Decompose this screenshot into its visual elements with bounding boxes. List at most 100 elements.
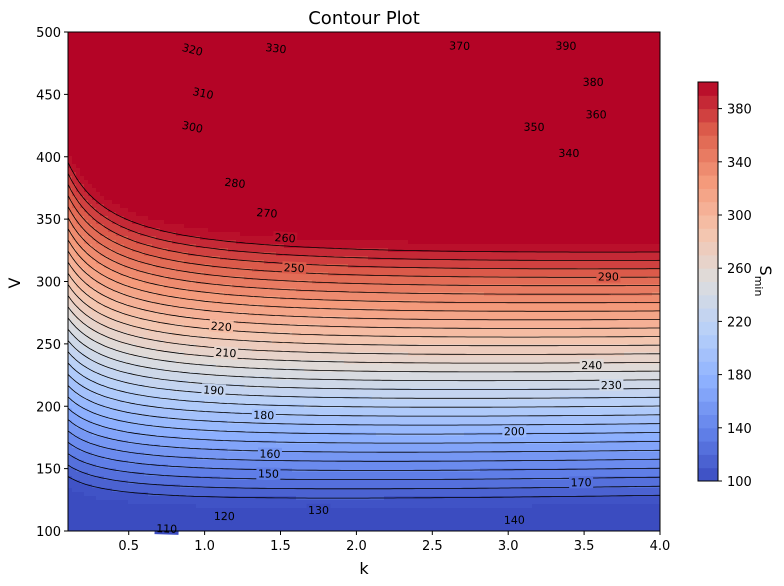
contour-cell: [440, 156, 445, 161]
contour-cell: [312, 96, 317, 101]
contour-cell: [456, 104, 461, 109]
contour-cell: [436, 128, 441, 133]
contour-cell: [232, 112, 237, 117]
contour-cell: [560, 136, 565, 141]
contour-cell: [300, 164, 305, 169]
contour-cell: [384, 56, 389, 61]
contour-cell: [208, 76, 213, 81]
contour-cell: [244, 32, 249, 37]
contour-cell: [448, 112, 453, 117]
contour-cell: [372, 84, 377, 89]
contour-cell: [452, 128, 457, 133]
contour-cell: [240, 100, 245, 105]
contour-cell: [480, 92, 485, 97]
contour-cell: [376, 132, 381, 137]
contour-cell: [564, 160, 569, 165]
contour-cell: [404, 156, 409, 161]
contour-cell: [76, 52, 81, 57]
contour-cell: [212, 128, 217, 133]
contour-cell: [120, 44, 125, 49]
contour-cell: [472, 76, 477, 81]
contour-cell: [268, 148, 273, 153]
contour-cell: [360, 104, 365, 109]
contour-cell: [176, 96, 181, 101]
contour-cell: [584, 60, 589, 65]
contour-cell: [392, 36, 397, 41]
contour-cell: [440, 80, 445, 85]
contour-cell: [256, 44, 261, 49]
contour-cell: [112, 100, 117, 105]
contour-cell: [304, 132, 309, 137]
contour-cell: [104, 104, 109, 109]
contour-cell: [564, 140, 569, 145]
contour-cell: [444, 156, 449, 161]
contour-cell: [500, 64, 505, 69]
contour-cell: [652, 84, 657, 89]
contour-cell: [288, 120, 293, 125]
contour-cell: [124, 164, 129, 169]
contour-cell: [616, 52, 621, 57]
contour-cell: [224, 48, 229, 53]
contour-cell: [568, 84, 573, 89]
contour-cell: [364, 132, 369, 137]
contour-cell: [128, 100, 133, 105]
contour-cell: [280, 144, 285, 149]
contour-cell: [396, 124, 401, 129]
contour-cell: [448, 144, 453, 149]
contour-cell: [76, 108, 81, 113]
contour-cell: [504, 92, 509, 97]
contour-cell: [280, 132, 285, 137]
contour-cell: [232, 128, 237, 133]
contour-cell: [588, 40, 593, 45]
contour-cell: [132, 132, 137, 137]
contour-cell: [372, 88, 377, 93]
contour-cell: [404, 32, 409, 37]
contour-cell: [404, 148, 409, 153]
contour-cell: [620, 132, 625, 137]
contour-cell: [612, 128, 617, 133]
contour-cell: [88, 56, 93, 61]
contour-cell: [524, 136, 529, 141]
contour-cell: [204, 60, 209, 65]
contour-cell: [488, 164, 493, 169]
contour-cell: [208, 60, 213, 65]
contour-cell: [96, 132, 101, 137]
contour-cell: [280, 104, 285, 109]
contour-cell: [388, 56, 393, 61]
contour-cell: [200, 76, 205, 81]
contour-cell: [308, 156, 313, 161]
contour-cell: [240, 124, 245, 129]
contour-cell: [328, 104, 333, 109]
contour-cell: [360, 40, 365, 45]
contour-cell: [176, 36, 181, 41]
contour-cell: [548, 116, 553, 121]
contour-cell: [548, 124, 553, 129]
contour-cell: [472, 160, 477, 165]
contour-cell: [624, 80, 629, 85]
contour-cell: [388, 120, 393, 125]
contour-cell: [216, 140, 221, 145]
contour-cell: [528, 152, 533, 157]
contour-cell: [460, 120, 465, 125]
contour-cell: [328, 36, 333, 41]
contour-cell: [456, 76, 461, 81]
contour-cell: [468, 72, 473, 77]
contour-cell: [632, 32, 637, 37]
contour-cell: [620, 108, 625, 113]
contour-cell: [72, 120, 77, 125]
contour-cell: [324, 160, 329, 165]
contour-cell: [196, 112, 201, 117]
contour-cell: [156, 88, 161, 93]
contour-cell: [484, 84, 489, 89]
contour-cell: [584, 64, 589, 69]
contour-cell: [156, 44, 161, 49]
contour-cell: [236, 104, 241, 109]
contour-cell: [460, 92, 465, 97]
contour-cell: [492, 52, 497, 57]
contour-cell: [564, 132, 569, 137]
contour-cell: [116, 144, 121, 149]
contour-cell: [628, 76, 633, 81]
contour-cell: [520, 84, 525, 89]
contour-cell: [112, 160, 117, 165]
contour-cell: [88, 152, 93, 157]
